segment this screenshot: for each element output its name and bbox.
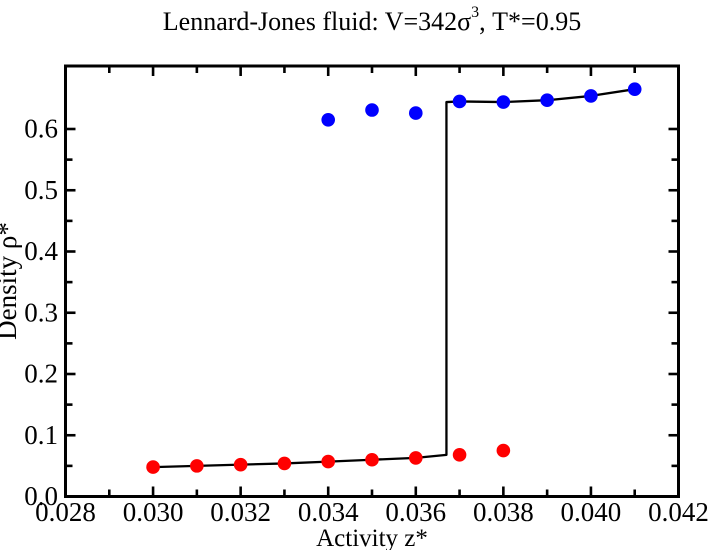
svg-text:0.040: 0.040 [561,497,622,527]
svg-text:0.2: 0.2 [24,359,58,389]
svg-text:Lennard-Jones fluid: V=342σ3,: Lennard-Jones fluid: V=342σ3, T*=0.95 [163,4,581,36]
svg-text:0.4: 0.4 [24,236,58,266]
svg-text:0.036: 0.036 [385,497,446,527]
svg-text:0.6: 0.6 [24,114,58,144]
svg-text:0.042: 0.042 [648,497,709,527]
svg-text:0.0: 0.0 [24,481,58,511]
svg-text:0.038: 0.038 [473,497,534,527]
svg-text:0.3: 0.3 [24,297,58,327]
svg-text:0.032: 0.032 [210,497,271,527]
svg-text:Density ρ*: Density ρ* [0,222,22,340]
svg-text:0.030: 0.030 [123,497,184,527]
svg-text:Activity z*: Activity z* [316,525,428,550]
svg-text:0.1: 0.1 [24,420,58,450]
svg-text:0.5: 0.5 [24,175,58,205]
svg-text:0.034: 0.034 [298,497,359,527]
